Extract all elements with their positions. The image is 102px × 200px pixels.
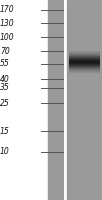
Text: 35: 35 — [0, 84, 10, 92]
Text: 15: 15 — [0, 127, 10, 136]
Bar — [48, 0, 63, 200]
Text: 100: 100 — [0, 32, 15, 42]
Text: 170: 170 — [0, 5, 15, 15]
Text: 10: 10 — [0, 148, 10, 156]
Text: 70: 70 — [0, 46, 10, 55]
Bar — [67, 0, 101, 200]
Text: 55: 55 — [0, 60, 10, 68]
Text: 25: 25 — [0, 98, 10, 108]
Text: 130: 130 — [0, 19, 15, 27]
Text: 40: 40 — [0, 74, 10, 84]
